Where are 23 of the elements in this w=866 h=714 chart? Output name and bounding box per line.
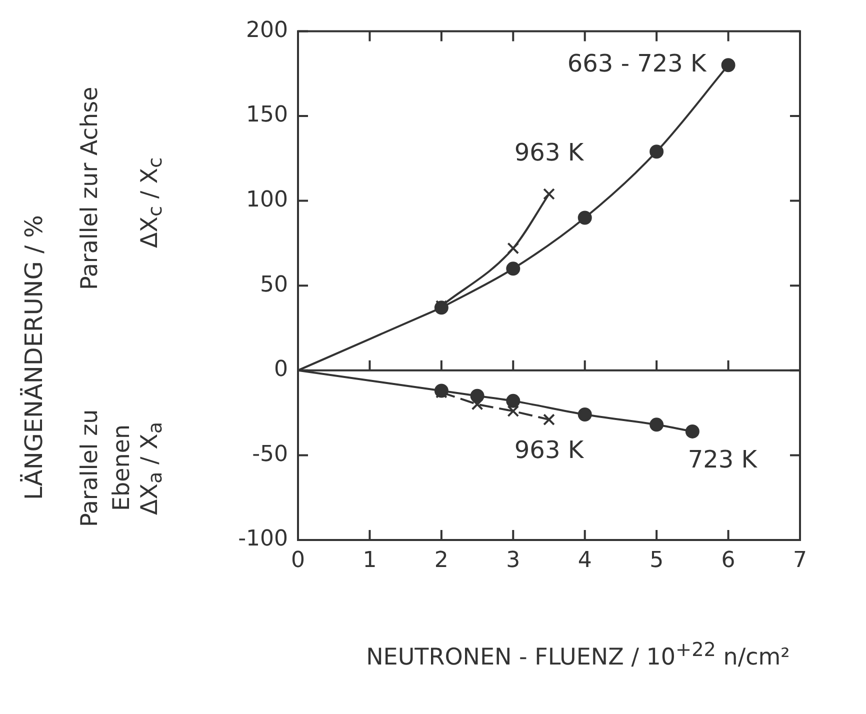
series-label: 963 K xyxy=(514,436,585,464)
y-tick-label: 100 xyxy=(246,188,288,213)
text: Parallel zu Ebenen xyxy=(77,409,135,527)
series-label: 663 - 723 K xyxy=(567,49,708,78)
text: Parallel zur Achse xyxy=(76,85,104,292)
y-tick-label: 0 xyxy=(274,357,288,382)
series-label: 963 K xyxy=(514,138,585,166)
legend-label: 723 K xyxy=(688,446,758,474)
y-tick-label: -50 xyxy=(252,442,288,467)
x-tick-label: 2 xyxy=(434,548,448,573)
x-tick-label: 5 xyxy=(650,548,664,573)
y-tick-label: 50 xyxy=(260,272,288,298)
y-tick-label: 150 xyxy=(246,102,288,128)
x-tick-label: 7 xyxy=(793,548,807,573)
y-tick-label: 200 xyxy=(246,18,288,43)
y-tick-label: -100 xyxy=(238,526,288,552)
x-tick-label: 1 xyxy=(362,548,377,573)
x-tick-label: 0 xyxy=(291,548,305,573)
x-tick-label: 4 xyxy=(578,548,592,573)
x-tick-label: 6 xyxy=(721,548,736,573)
text: LÄNGENÄNDERUNG / % xyxy=(19,214,49,502)
x-tick-label: 3 xyxy=(506,548,520,573)
x-axis-title: NEUTRONEN - FLUENZ / 10$^{+22}$ n/cm² xyxy=(365,638,791,671)
